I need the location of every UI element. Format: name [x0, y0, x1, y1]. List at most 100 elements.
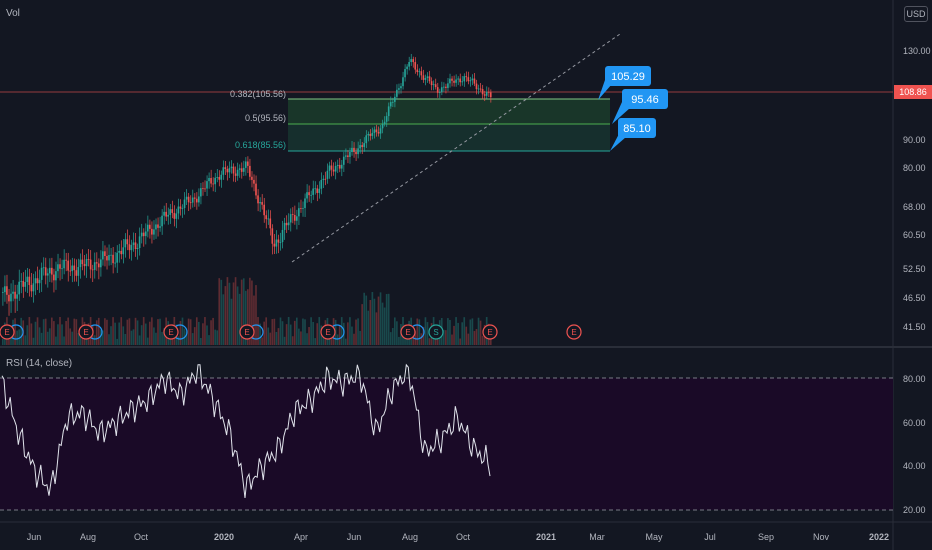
volume-bar: [373, 298, 376, 345]
volume-bar: [48, 328, 51, 345]
trend-line[interactable]: [291, 33, 621, 263]
volume-bar: [340, 317, 343, 345]
volume-bar: [398, 336, 400, 345]
volume-bar: [312, 321, 314, 345]
time-tick: 2020: [214, 532, 234, 542]
candle-body: [22, 280, 25, 287]
candle-body: [261, 202, 263, 205]
candle-body: [240, 168, 243, 172]
candle-body: [26, 276, 29, 282]
candle-body: [304, 198, 306, 209]
volume-bar: [267, 327, 270, 345]
earnings-marker[interactable]: E: [400, 324, 425, 340]
volume-bar: [132, 329, 135, 345]
volume-bar: [251, 280, 253, 345]
candle-body: [136, 247, 139, 250]
candle-body: [155, 224, 157, 230]
time-tick: Oct: [134, 532, 149, 542]
callout-95[interactable]: 95.46: [612, 89, 668, 124]
volume-bar: [55, 336, 57, 345]
price-tick: 52.50: [903, 264, 926, 274]
candle-body: [351, 147, 353, 153]
volume-bar: [257, 317, 259, 345]
earnings-marker[interactable]: E: [239, 324, 264, 340]
candle-body: [387, 106, 390, 117]
earnings-marker[interactable]: E: [78, 324, 103, 340]
candle-body: [473, 78, 476, 84]
volume-bar: [149, 321, 151, 345]
candle-body: [212, 183, 214, 185]
volume-bar: [14, 318, 16, 345]
candle-body: [365, 135, 368, 144]
volume-bar: [185, 331, 188, 345]
callout-85[interactable]: 85.10: [610, 118, 656, 151]
volume-bar: [473, 331, 476, 345]
candle-body: [465, 76, 468, 78]
callout-105[interactable]: 105.29: [598, 66, 651, 100]
candle-body: [151, 228, 153, 235]
candle-body: [130, 245, 133, 251]
candle-body: [112, 254, 114, 264]
candle-body: [169, 209, 172, 215]
candle-body: [146, 224, 149, 232]
candle-body: [181, 207, 184, 209]
volume-bar: [157, 319, 159, 345]
candle-body: [222, 167, 225, 175]
candle-body: [106, 256, 108, 261]
candle-body: [163, 211, 165, 216]
candle-body: [71, 265, 74, 272]
volume-bar: [124, 333, 127, 345]
candle-body: [332, 169, 335, 172]
volume-bar: [228, 282, 231, 345]
volume-bar: [28, 317, 31, 345]
rsi-tick: 80.00: [903, 374, 926, 384]
time-axis: Jun Aug Oct 2020 Apr Jun Aug Oct 2021 Mar May Jul Se…: [27, 532, 889, 542]
volume-bar: [218, 278, 221, 345]
candle-body: [418, 71, 421, 73]
candle-body: [234, 173, 237, 176]
candle-body: [377, 132, 380, 134]
volume-bar: [424, 317, 427, 345]
candle-body: [253, 179, 255, 184]
volume-bar: [122, 326, 125, 345]
volume-bar: [204, 317, 206, 345]
candle-body: [445, 86, 447, 88]
candle-body: [153, 229, 155, 235]
candle-body: [300, 208, 302, 209]
volume-bar: [16, 330, 18, 345]
earnings-marker[interactable]: E: [0, 324, 24, 340]
candle-body: [406, 66, 408, 70]
volume-bar: [44, 318, 47, 345]
earnings-marker[interactable]: E: [163, 324, 188, 340]
split-marker[interactable]: S: [428, 324, 444, 340]
volume-bar: [291, 336, 294, 345]
candle-body: [85, 259, 88, 267]
candle-body: [432, 84, 435, 86]
volume-bar: [463, 317, 466, 345]
volume-bar: [302, 318, 304, 345]
price-tick: 130.00: [903, 46, 931, 56]
fib-label-05: 0.5(95.56): [245, 113, 286, 123]
candle-body: [142, 232, 145, 237]
currency-badge[interactable]: USD: [904, 6, 928, 22]
candle-body: [363, 143, 366, 148]
volume-bar: [161, 331, 163, 345]
rsi-tick: 40.00: [903, 461, 926, 471]
volume-bar: [159, 318, 161, 345]
volume-bar: [36, 317, 39, 345]
candle-body: [375, 129, 378, 133]
candle-body: [367, 133, 370, 136]
candle-body: [124, 239, 127, 248]
volume-bar: [61, 324, 63, 345]
callout-95-text: 95.46: [631, 94, 659, 106]
earnings-marker[interactable]: E: [482, 324, 498, 340]
time-tick: Aug: [80, 532, 96, 542]
earnings-marker[interactable]: E: [320, 324, 345, 340]
current-price-text: 108.86: [899, 87, 927, 97]
volume-bar: [226, 277, 229, 345]
candle-body: [324, 178, 327, 180]
volume-bar: [316, 323, 319, 345]
earnings-marker[interactable]: E: [566, 324, 582, 340]
candle-body: [230, 166, 233, 169]
volume-bar: [283, 336, 286, 345]
